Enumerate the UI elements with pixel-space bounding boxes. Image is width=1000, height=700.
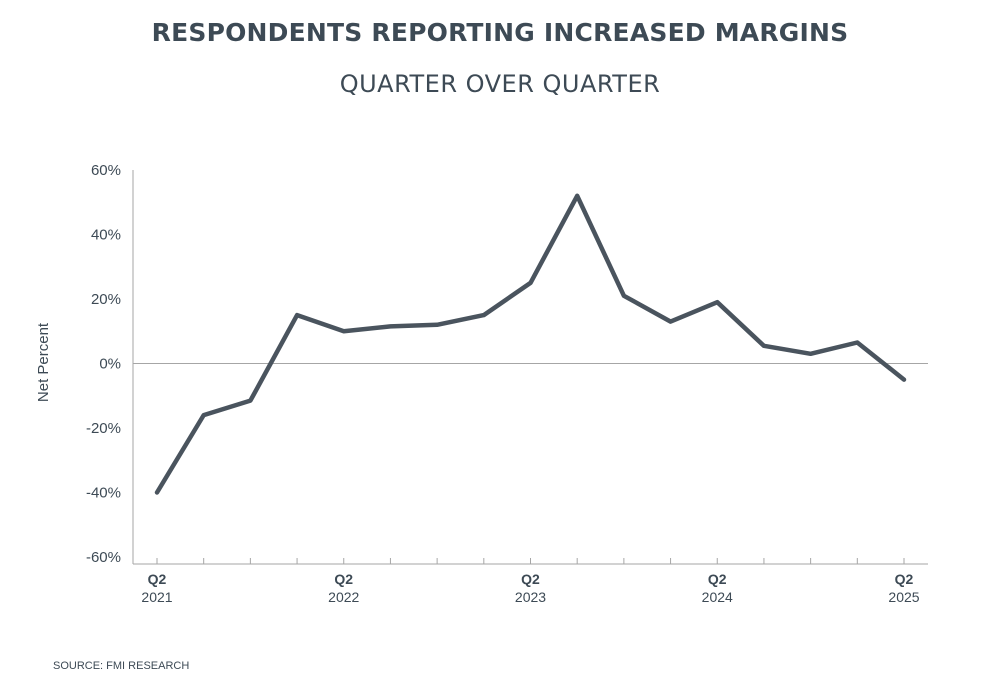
series-line <box>154 193 907 495</box>
x-tick-label-quarter: Q2 <box>521 571 540 587</box>
x-tick-label-year: 2023 <box>515 589 546 605</box>
chart-subtitle: QUARTER OVER QUARTER <box>339 70 661 98</box>
x-tick-label-quarter: Q2 <box>895 571 914 587</box>
y-tick-label: -40% <box>86 485 121 502</box>
x-tick-label-quarter: Q2 <box>334 571 353 587</box>
y-axis-title-group: Net Percent <box>35 322 52 402</box>
x-tick-label-year: 2025 <box>888 589 919 605</box>
y-axis-title: Net Percent <box>35 322 52 402</box>
x-tick-label-quarter: Q2 <box>708 571 727 587</box>
x-tick-label-year: 2024 <box>702 589 733 605</box>
y-tick-label: 40% <box>91 227 121 244</box>
y-tick-label: 60% <box>91 162 121 179</box>
source-note: SOURCE: FMI RESEARCH <box>53 660 190 672</box>
chart-title: RESPONDENTS REPORTING INCREASED MARGINS <box>151 18 849 47</box>
y-tick-label: -20% <box>86 420 121 437</box>
y-tick-label: 0% <box>99 356 121 373</box>
x-axis: Q2 2021 Q2 2022 Q2 2023 Q2 2024 Q2 2025 <box>133 558 928 605</box>
x-tick-label-year: 2022 <box>328 589 359 605</box>
y-tick-label: -60% <box>86 549 121 566</box>
series-group <box>154 193 907 495</box>
x-tick-label-year: 2021 <box>141 589 172 605</box>
x-tick-label-quarter: Q2 <box>148 571 167 587</box>
y-tick-label: 20% <box>91 291 121 308</box>
y-axis: 60% 40% 20% 0% -20% -40% -60% <box>86 162 134 566</box>
